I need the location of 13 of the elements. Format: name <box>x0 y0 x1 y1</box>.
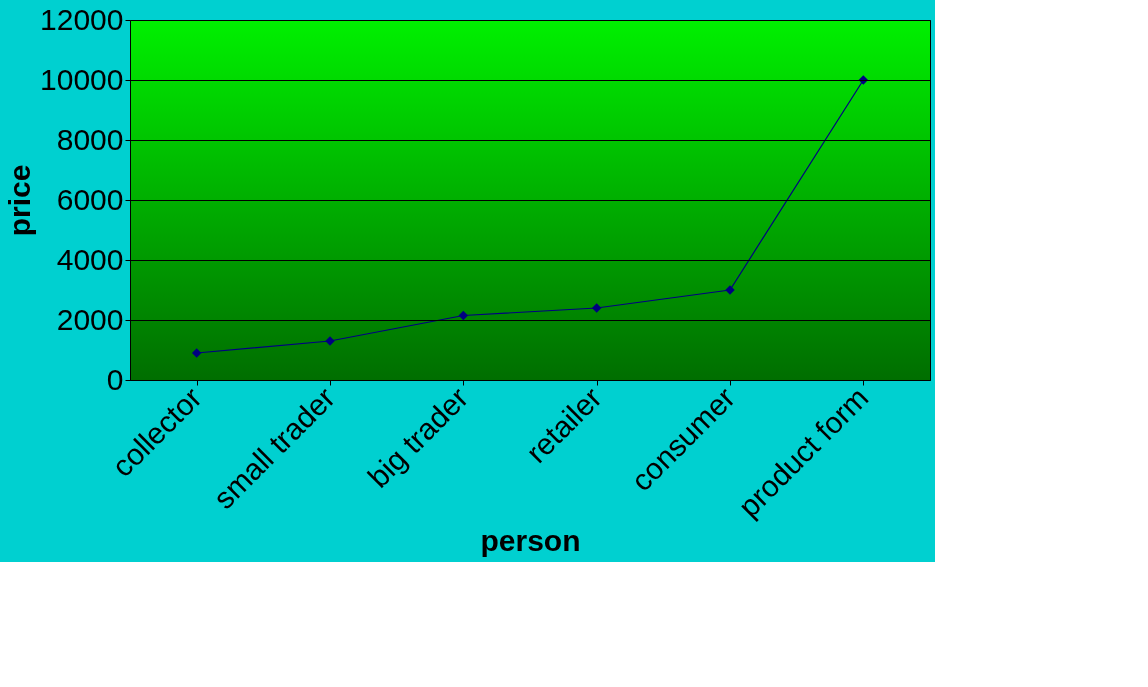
y-tick-label: 2000 <box>56 302 124 336</box>
y-axis-title: price <box>3 164 37 237</box>
y-tick-label: 8000 <box>56 122 124 156</box>
y-tick-label: 12000 <box>40 2 124 36</box>
point <box>191 348 202 358</box>
y-tick-label: 10000 <box>40 62 124 96</box>
point <box>858 75 869 85</box>
y-tick-label: 4000 <box>56 242 124 276</box>
y-tick-label: 6000 <box>56 182 124 216</box>
y-tick-label: 0 <box>106 362 124 396</box>
x-axis-title: person <box>480 524 581 558</box>
point <box>458 310 469 321</box>
point <box>591 303 602 313</box>
